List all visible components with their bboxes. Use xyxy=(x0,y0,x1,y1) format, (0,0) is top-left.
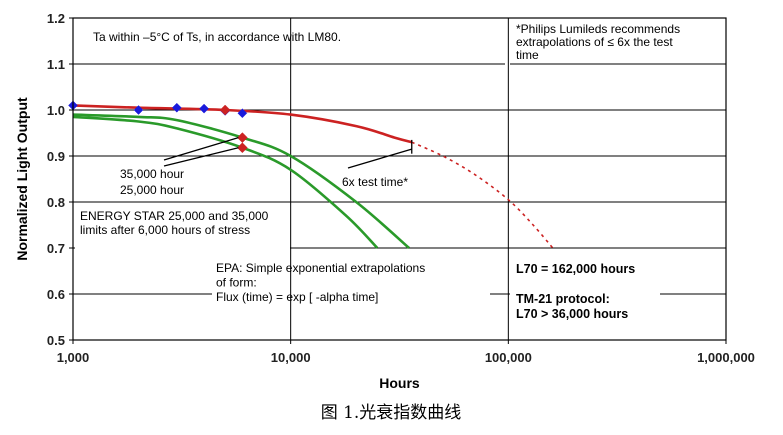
x-tick-label: 100,000 xyxy=(485,350,532,365)
plot-frame xyxy=(72,17,727,341)
marker-energy-star-6000-hour-markers xyxy=(237,142,248,154)
philips-note-line: *Philips Lumileds recommends xyxy=(516,22,680,36)
y-tick-label: 1.0 xyxy=(47,103,65,118)
l70-label: L70 = 162,000 hours xyxy=(516,262,635,276)
grid xyxy=(73,18,726,340)
marker-lm80-measured xyxy=(133,105,144,115)
tm21-line: TM-21 protocol: xyxy=(516,292,610,306)
y-tick-label: 1.2 xyxy=(47,11,65,26)
six-x-label: 6x test time* xyxy=(342,175,408,189)
x-tick-label: 1,000 xyxy=(57,350,90,365)
label-35000-hour: 35,000 hour xyxy=(120,167,184,181)
marker-energy-star-6000-hour-markers xyxy=(219,104,231,116)
x-tick-label: 10,000 xyxy=(271,350,311,365)
figure-caption: 图 1.光衰指数曲线 xyxy=(321,403,462,423)
series-layer xyxy=(68,100,554,249)
y-tick-label: 0.5 xyxy=(47,333,65,348)
label-25000-hour: 25,000 hour xyxy=(120,183,184,197)
leader-six-x xyxy=(347,148,412,169)
leader-25000-hour xyxy=(163,147,239,167)
energy-star-line: ENERGY STAR 25,000 and 35,000 xyxy=(80,209,269,223)
ta-note: Ta within –5°C of Ts, in accordance with… xyxy=(93,30,341,44)
philips-note-line: extrapolations of ≤ 6x the test xyxy=(516,35,673,49)
epa-line: EPA: Simple exponential extrapolations xyxy=(216,261,425,275)
philips-note-line: time xyxy=(516,48,539,62)
y-tick-label: 0.6 xyxy=(47,287,65,302)
series-exponential-extrapolation-beyond-6x xyxy=(411,141,554,249)
epa-line: Flux (time) = exp [ -alpha time] xyxy=(216,290,378,304)
y-tick-label: 0.9 xyxy=(47,149,65,164)
marker-energy-star-6000-hour-markers xyxy=(237,132,248,143)
marker-lm80-measured xyxy=(237,108,248,119)
epa-line: of form: xyxy=(216,276,257,290)
y-axis-title: Normalized Light Output xyxy=(14,97,30,261)
x-tick-label: 1,000,000 xyxy=(697,350,755,365)
y-tick-label: 0.8 xyxy=(47,195,65,210)
leader-35000-hour xyxy=(163,136,239,161)
tm21-line: L70 > 36,000 hours xyxy=(516,307,628,321)
y-tick-label: 0.7 xyxy=(47,241,65,256)
y-tick-label: 1.1 xyxy=(47,57,65,72)
axes: 0.5 0.6 0.7 0.8 0.9 1.0 1.1 1.2 1,000 10,000 100,0… xyxy=(14,11,755,423)
marker-lm80-measured xyxy=(199,103,209,114)
annotation-layer: Ta within –5°C of Ts, in accordance with… xyxy=(80,22,680,321)
marker-lm80-measured xyxy=(171,102,182,113)
energy-star-line: limits after 6,000 hours of stress xyxy=(80,223,250,237)
x-axis-title: Hours xyxy=(379,375,420,391)
